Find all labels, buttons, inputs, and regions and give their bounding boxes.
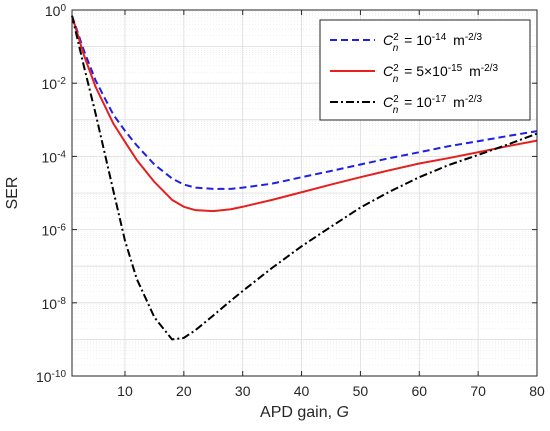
legend-label-unit-exponent: -2/3 <box>465 32 483 43</box>
legend-label-equals: = <box>400 94 416 110</box>
legend-label-unit-exponent: -2/3 <box>481 63 499 74</box>
series-line <box>71 15 538 341</box>
y-axis-label: SER <box>4 177 21 210</box>
series-line <box>71 15 538 190</box>
series-line <box>71 15 538 213</box>
y-tick-label-base: 10 <box>42 76 58 92</box>
legend-label-unit: m <box>449 32 465 48</box>
x-tick-label: 80 <box>529 383 545 399</box>
y-tick-label-base: 10 <box>36 369 52 385</box>
legend-label-equals: = <box>400 63 416 79</box>
legend-label-subscript: n <box>393 43 399 54</box>
x-axis-label-text: APD gain, <box>260 404 336 421</box>
legend-label-value-exponent: -14 <box>432 32 447 43</box>
y-tick-label: 100 <box>45 3 67 20</box>
legend-label-value: 5×10 <box>416 63 448 79</box>
legend-label-superscript: 2 <box>393 63 399 74</box>
legend-label-value-exponent: -17 <box>432 94 447 105</box>
axis-labels: APD gain, G SER <box>4 177 349 421</box>
legend-label-unit: m <box>465 63 481 79</box>
y-tick-label: 10-10 <box>36 369 66 386</box>
legend-label: C2 n = 10-14 m-2/3 <box>383 32 482 54</box>
legend-label-symbol: C <box>383 63 394 79</box>
plot-frame <box>71 9 538 377</box>
x-tick-label: 70 <box>470 383 486 399</box>
legend-label-value: 10 <box>416 32 432 48</box>
y-tick-label-exponent: -2 <box>57 76 66 87</box>
y-tick-label: 10-6 <box>42 222 67 239</box>
legend-label-superscript: 2 <box>393 94 399 105</box>
legend: C2 n = 10-14 m-2/3C2 n = 5×10-15 m-2/3C2 n … <box>319 19 531 121</box>
legend-label-symbol: C <box>383 94 394 110</box>
legend-label-symbol: C <box>383 32 394 48</box>
y-tick-label-base: 10 <box>42 223 58 239</box>
x-tick-label: 50 <box>353 383 369 399</box>
y-tick-label-exponent: 0 <box>60 3 66 14</box>
legend-label-value-exponent: -15 <box>448 63 463 74</box>
y-tick-label-exponent: -10 <box>52 369 67 380</box>
legend-label-equals: = <box>400 32 416 48</box>
x-tick-label: 30 <box>235 383 251 399</box>
legend-label-unit: m <box>449 94 465 110</box>
y-tick-label-exponent: -8 <box>57 295 66 306</box>
legend-label: C2 n = 10-17 m-2/3 <box>383 94 482 116</box>
legend-label-subscript: n <box>393 105 399 116</box>
x-tick-label: 60 <box>411 383 427 399</box>
legend-label-subscript: n <box>393 74 399 85</box>
y-tick-label: 10-8 <box>42 295 67 312</box>
series-lines <box>71 15 538 341</box>
legend-label-unit-exponent: -2/3 <box>465 94 483 105</box>
x-axis-label: APD gain, G <box>260 404 349 421</box>
y-tick-label: 10-2 <box>42 76 67 93</box>
y-tick-label: 10-4 <box>42 149 67 166</box>
x-axis-label-variable: G <box>337 404 349 421</box>
x-tick-label: 20 <box>176 383 192 399</box>
legend-label-value: 10 <box>416 94 432 110</box>
y-tick-label-base: 10 <box>42 296 58 312</box>
y-tick-label-base: 10 <box>42 149 58 165</box>
legend-label: C2 n = 5×10-15 m-2/3 <box>383 63 498 85</box>
x-tick-label: 40 <box>294 383 310 399</box>
x-tick-label: 10 <box>117 383 133 399</box>
y-tick-label-exponent: -4 <box>57 149 66 160</box>
y-tick-label-exponent: -6 <box>57 222 66 233</box>
legend-label-superscript: 2 <box>393 32 399 43</box>
y-tick-label-base: 10 <box>45 3 61 19</box>
